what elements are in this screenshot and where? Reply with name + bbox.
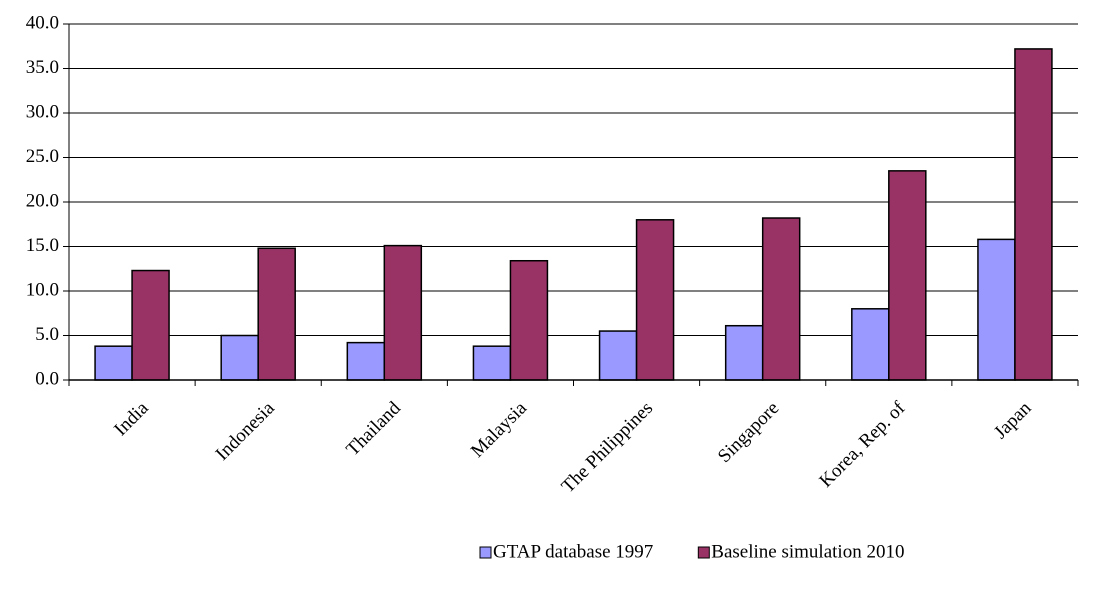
bar — [220, 334, 259, 381]
bar — [761, 217, 801, 381]
bar — [509, 259, 549, 381]
y-tick-label: 35.0 — [26, 57, 59, 78]
bar — [257, 247, 296, 381]
bar — [851, 308, 890, 381]
y-tick-label: 5.0 — [35, 324, 59, 345]
x-tick-label: The Philippines — [558, 398, 658, 498]
x-tick-label: India — [110, 397, 153, 440]
y-tick-label: 20.0 — [26, 190, 59, 211]
y-tick-label: 0.0 — [35, 368, 59, 389]
bar — [888, 170, 927, 381]
bar — [131, 269, 170, 381]
legend-swatch — [697, 546, 710, 559]
x-tick-label: Indonesia — [212, 397, 279, 464]
y-tick-label: 25.0 — [26, 146, 59, 167]
x-tick-label: Thailand — [342, 397, 405, 460]
bar — [472, 345, 512, 381]
bar — [346, 341, 386, 381]
y-tick-label: 40.0 — [26, 12, 59, 33]
x-tick-label: Singapore — [714, 398, 783, 467]
bar — [724, 324, 764, 381]
y-tick-label: 15.0 — [26, 235, 59, 256]
bar — [94, 345, 133, 381]
x-tick-label: Malaysia — [467, 397, 531, 461]
legend-label: Baseline simulation 2010 — [711, 541, 904, 562]
y-tick-label: 30.0 — [26, 101, 59, 122]
legend-swatch — [479, 546, 492, 559]
legend-label: GTAP database 1997 — [493, 541, 653, 562]
x-tick-label: Japan — [990, 397, 1036, 443]
bar — [383, 244, 423, 381]
bar — [598, 330, 638, 381]
bar — [635, 219, 675, 381]
bar — [977, 238, 1016, 381]
y-tick-label: 10.0 — [26, 279, 59, 300]
x-tick-label: Korea, Rep. of — [815, 397, 909, 491]
bar — [1014, 48, 1053, 381]
